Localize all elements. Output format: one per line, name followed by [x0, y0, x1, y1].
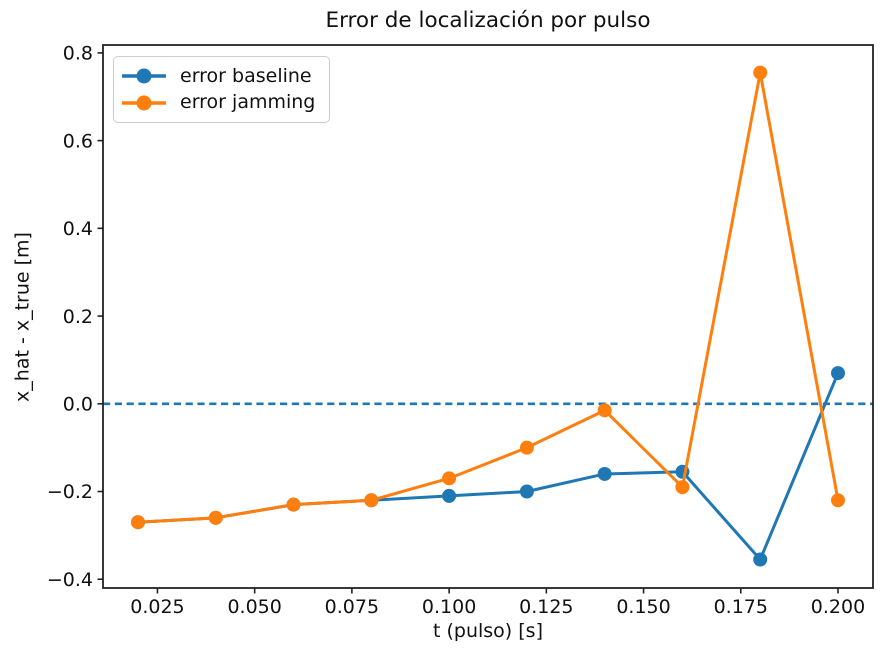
data-point-error-baseline: [753, 552, 768, 567]
x-tick-label: 0.125: [519, 596, 573, 618]
data-point-error-baseline: [519, 484, 534, 499]
legend-line-marker-baseline-icon: [122, 68, 166, 84]
y-tick-label: 0.4: [63, 218, 93, 240]
data-point-error-baseline: [597, 466, 612, 481]
data-point-error-jamming: [364, 493, 379, 508]
data-point-error-jamming: [442, 471, 457, 486]
x-tick-label: 0.025: [130, 596, 184, 618]
x-tick-label: 0.075: [325, 596, 379, 618]
x-tick-label: 0.175: [714, 596, 768, 618]
y-tick-label: 0.0: [63, 393, 93, 415]
x-tick-label: 0.050: [227, 596, 281, 618]
legend-label-baseline: error baseline: [180, 64, 312, 87]
data-point-error-jamming: [753, 65, 768, 80]
chart-title: Error de localización por pulso: [325, 8, 651, 33]
x-tick-label: 0.200: [811, 596, 865, 618]
data-point-error-jamming: [519, 440, 534, 455]
y-tick-label: −0.2: [47, 481, 93, 503]
x-axis-label: t (pulso) [s]: [433, 620, 543, 642]
y-tick-label: −0.4: [47, 569, 93, 591]
legend-line-marker-jamming-icon: [122, 95, 166, 111]
data-point-error-jamming: [675, 480, 690, 495]
data-point-error-jamming: [597, 403, 612, 418]
axes-spines: [102, 44, 874, 589]
x-tick-label: 0.100: [422, 596, 476, 618]
y-tick-label: 0.6: [63, 130, 93, 152]
legend-item-error-jamming: error jamming: [119, 93, 319, 113]
series-line-error-baseline: [136, 371, 840, 561]
data-point-error-baseline: [442, 488, 457, 503]
y-tick-label: 0.2: [63, 306, 93, 328]
y-axis-label: x_hat - x_true [m]: [11, 232, 34, 402]
x-tick-label: 0.150: [616, 596, 670, 618]
data-point-error-baseline: [831, 366, 845, 381]
data-point-error-jamming: [208, 510, 223, 525]
legend: error baseline error jamming: [113, 56, 330, 123]
legend-item-error-baseline: error baseline: [119, 66, 319, 86]
data-point-error-jamming: [131, 515, 145, 530]
data-point-error-jamming: [831, 493, 845, 508]
series-line-error-jamming: [136, 71, 840, 524]
legend-label-jamming: error jamming: [180, 91, 316, 114]
y-tick-label: 0.8: [63, 43, 93, 65]
data-point-error-jamming: [286, 497, 301, 512]
